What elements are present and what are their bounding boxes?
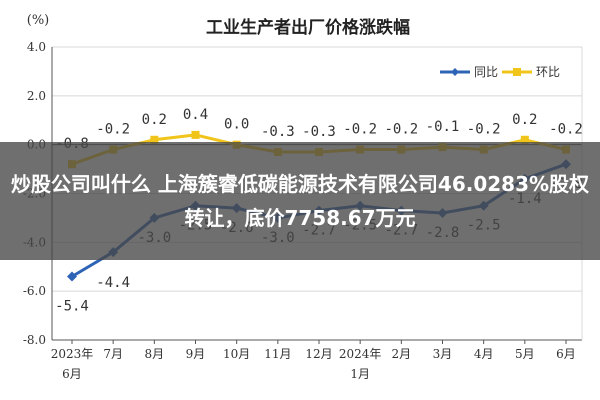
x-tick-label: 3月 [433,347,453,361]
news-headline-text[interactable]: 炒股公司叫什么 上海簇睿低碳能源技术有限公司46.0283%股权转让，底价775… [10,172,590,230]
data-label-mom: -0.2 [96,122,130,138]
y-tick-label: -6.0 [23,284,46,298]
data-label-mom: 0.2 [512,112,537,128]
x-tick-label: 5月 [515,347,535,361]
data-label-mom: 0.4 [183,107,208,123]
data-label-mom: 0.0 [224,117,249,133]
legend-label: 同比 [474,65,498,79]
news-headline-banner: 炒股公司叫什么 上海簇睿低碳能源技术有限公司46.0283%股权转让，底价775… [0,142,600,260]
legend-marker [451,68,459,76]
data-point-mom [520,135,529,144]
data-label-mom: -0.2 [467,122,501,138]
x-tick-label: 2024年 [339,347,382,361]
x-tick-label: 6月 [556,347,576,361]
data-label-mom: -0.2 [549,122,583,138]
y-tick-label: -8.0 [23,333,46,347]
legend-label: 环比 [536,65,560,79]
x-tick-label: 9月 [186,347,206,361]
data-point-mom [150,135,159,144]
data-label-mom: -0.2 [343,122,377,138]
data-label-mom: -0.3 [261,124,295,140]
data-label-mom: 0.2 [142,112,167,128]
x-tick-label: 7月 [103,347,123,361]
x-tick-label: 1月 [350,367,370,381]
x-tick-label: 8月 [145,347,165,361]
legend: 同比 环比 [440,65,560,79]
chart-title: 工业生产者出厂价格涨跌幅 [206,17,410,38]
x-tick-label: 6月 [62,367,82,381]
data-label-mom: -0.3 [302,124,336,140]
y-tick-label: 2.0 [27,89,46,103]
x-tick-label: 10月 [223,347,250,361]
data-label-yoy: -4.4 [96,275,130,291]
x-tick-label: 11月 [264,347,291,361]
x-tick-label: 2月 [392,347,412,361]
x-tick-label: 4月 [474,347,494,361]
x-tick-label: 2023年 [51,347,94,361]
data-point-mom [191,130,200,139]
legend-marker [513,68,521,76]
data-label-mom: -0.2 [384,122,418,138]
x-tick-label: 12月 [305,347,332,361]
data-point-yoy [67,271,77,282]
x-tick-labels: 2023年 6月 7月 8月 9月 10月 11月 12月 2024年 1月 2月 3月 4月 5月 6月 [51,347,576,381]
y-unit-label: (%) [27,13,50,28]
data-label-mom: -0.1 [426,119,460,135]
y-tick-label: 4.0 [27,40,46,54]
data-label-yoy: -5.4 [55,299,89,315]
